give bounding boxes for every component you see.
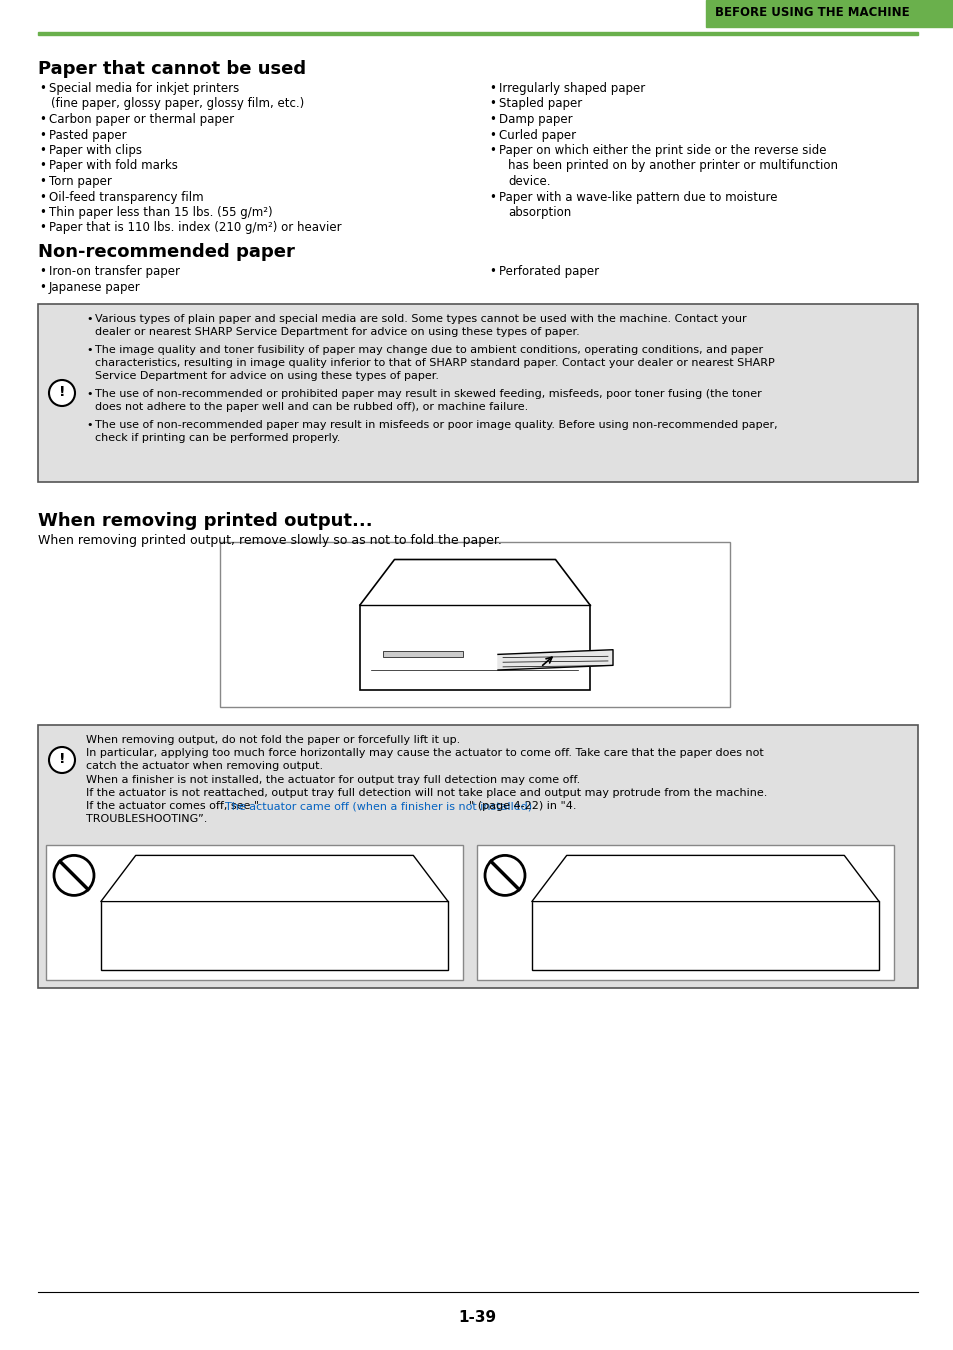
Text: Paper with clips: Paper with clips: [49, 144, 142, 157]
Text: does not adhere to the paper well and can be rubbed off), or machine failure.: does not adhere to the paper well and ca…: [95, 402, 528, 412]
Text: The image quality and toner fusibility of paper may change due to ambient condit: The image quality and toner fusibility o…: [95, 346, 762, 355]
FancyBboxPatch shape: [101, 902, 448, 971]
Text: Torn paper: Torn paper: [49, 176, 112, 188]
Text: •: •: [489, 265, 496, 278]
Bar: [476, 845, 893, 980]
Text: •: •: [39, 221, 46, 235]
Text: Carbon paper or thermal paper: Carbon paper or thermal paper: [49, 113, 233, 126]
Bar: [382, 651, 463, 657]
Text: " (page 4-22) in "4.: " (page 4-22) in "4.: [468, 801, 576, 811]
Text: TROUBLESHOOTING”.: TROUBLESHOOTING”.: [86, 814, 207, 825]
Text: BEFORE USING THE MACHINE: BEFORE USING THE MACHINE: [715, 7, 909, 19]
Text: •: •: [489, 82, 496, 94]
Text: device.: device.: [507, 176, 550, 188]
Polygon shape: [359, 559, 589, 605]
Text: When a finisher is not installed, the actuator for output tray full detection ma: When a finisher is not installed, the ac…: [86, 775, 579, 784]
Text: Japanese paper: Japanese paper: [49, 281, 141, 293]
Text: dealer or nearest SHARP Service Department for advice on using these types of pa: dealer or nearest SHARP Service Departme…: [95, 327, 579, 338]
Text: Irregularly shaped paper: Irregularly shaped paper: [498, 82, 644, 94]
Text: •: •: [39, 207, 46, 219]
Text: •: •: [39, 82, 46, 94]
Text: The actuator came off (when a finisher is not installed): The actuator came off (when a finisher i…: [225, 801, 532, 811]
Text: Paper with a wave-like pattern due to moisture: Paper with a wave-like pattern due to mo…: [498, 190, 777, 204]
Text: When removing output, do not fold the paper or forcefully lift it up.: When removing output, do not fold the pa…: [86, 734, 459, 745]
Text: Paper on which either the print side or the reverse side: Paper on which either the print side or …: [498, 144, 825, 157]
Text: Paper that cannot be used: Paper that cannot be used: [38, 59, 306, 78]
Text: Damp paper: Damp paper: [498, 113, 572, 126]
Text: check if printing can be performed properly.: check if printing can be performed prope…: [95, 433, 340, 443]
Text: •: •: [489, 190, 496, 204]
Text: has been printed on by another printer or multifunction: has been printed on by another printer o…: [507, 159, 837, 173]
Text: catch the actuator when removing output.: catch the actuator when removing output.: [86, 761, 323, 771]
FancyBboxPatch shape: [359, 605, 589, 690]
Text: Iron-on transfer paper: Iron-on transfer paper: [49, 265, 180, 278]
Text: •: •: [39, 281, 46, 293]
Text: Paper with fold marks: Paper with fold marks: [49, 159, 177, 173]
Text: Stapled paper: Stapled paper: [498, 97, 581, 111]
Text: !: !: [59, 752, 65, 765]
Text: Oil-feed transparency film: Oil-feed transparency film: [49, 190, 203, 204]
Bar: [220, 541, 729, 707]
Text: Special media for inkjet printers: Special media for inkjet printers: [49, 82, 239, 94]
Circle shape: [54, 856, 94, 895]
Text: If the actuator is not reattached, output tray full detection will not take plac: If the actuator is not reattached, outpu…: [86, 788, 766, 798]
Text: Various types of plain paper and special media are sold. Some types cannot be us: Various types of plain paper and special…: [95, 315, 746, 324]
Text: Perforated paper: Perforated paper: [498, 265, 598, 278]
Text: (fine paper, glossy paper, glossy film, etc.): (fine paper, glossy paper, glossy film, …: [51, 97, 304, 111]
Text: •: •: [489, 128, 496, 142]
Bar: [46, 845, 462, 980]
Text: When removing printed output...: When removing printed output...: [38, 512, 373, 531]
Text: •: •: [489, 144, 496, 157]
Polygon shape: [532, 856, 878, 902]
Text: When removing printed output, remove slowly so as not to fold the paper.: When removing printed output, remove slo…: [38, 535, 501, 547]
Text: •: •: [39, 176, 46, 188]
Circle shape: [484, 856, 524, 895]
Text: •: •: [86, 420, 92, 431]
Text: •: •: [39, 190, 46, 204]
Text: •: •: [39, 128, 46, 142]
Text: •: •: [489, 97, 496, 111]
Text: In particular, applying too much force horizontally may cause the actuator to co: In particular, applying too much force h…: [86, 748, 763, 759]
Bar: [38, 32, 917, 35]
Text: •: •: [39, 159, 46, 173]
Text: absorption: absorption: [507, 207, 571, 219]
Text: •: •: [39, 144, 46, 157]
Text: characteristics, resulting in image quality inferior to that of SHARP standard p: characteristics, resulting in image qual…: [95, 358, 774, 369]
Circle shape: [49, 747, 75, 774]
FancyBboxPatch shape: [532, 902, 878, 971]
Text: Paper that is 110 lbs. index (210 g/m²) or heavier: Paper that is 110 lbs. index (210 g/m²) …: [49, 221, 341, 235]
Text: •: •: [86, 389, 92, 400]
Text: •: •: [86, 315, 92, 324]
Polygon shape: [497, 649, 613, 670]
Circle shape: [49, 379, 75, 406]
Text: Service Department for advice on using these types of paper.: Service Department for advice on using t…: [95, 371, 438, 381]
Text: Non-recommended paper: Non-recommended paper: [38, 243, 294, 261]
Text: The use of non-recommended paper may result in misfeeds or poor image quality. B: The use of non-recommended paper may res…: [95, 420, 777, 431]
Text: •: •: [489, 113, 496, 126]
Text: Thin paper less than 15 lbs. (55 g/m²): Thin paper less than 15 lbs. (55 g/m²): [49, 207, 273, 219]
Polygon shape: [101, 856, 448, 902]
Bar: [38, 304, 917, 482]
Text: If the actuator comes off, see ": If the actuator comes off, see ": [86, 801, 259, 811]
Text: •: •: [86, 346, 92, 355]
Bar: [38, 725, 917, 988]
Text: !: !: [59, 385, 65, 400]
Text: Pasted paper: Pasted paper: [49, 128, 127, 142]
Bar: [705, 0, 953, 27]
Text: 1-39: 1-39: [457, 1310, 496, 1324]
Text: Curled paper: Curled paper: [498, 128, 576, 142]
Text: •: •: [39, 113, 46, 126]
Text: The use of non-recommended or prohibited paper may result in skewed feeding, mis: The use of non-recommended or prohibited…: [95, 389, 760, 400]
Text: •: •: [39, 265, 46, 278]
